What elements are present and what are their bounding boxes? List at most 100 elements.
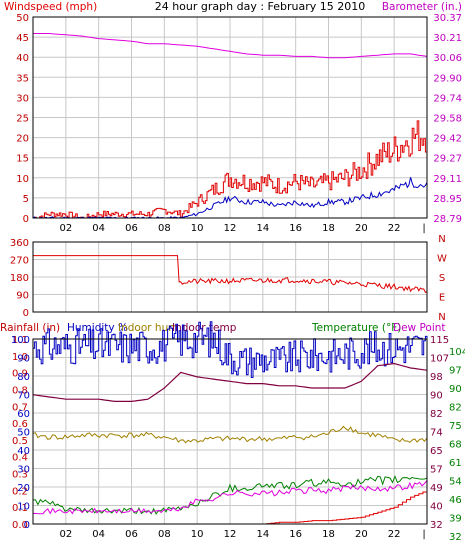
x-tick-label: 10: [191, 223, 204, 234]
y-tick-label: 1.1: [12, 335, 28, 346]
y-tick-label: 29.74: [433, 93, 462, 104]
y-tick-label: N: [438, 312, 445, 323]
y-tick-label: 360: [10, 238, 29, 249]
windspeed-label: Windspeed (mph): [4, 1, 97, 13]
x-tick-label: 06: [125, 529, 138, 540]
y-tick-label: 270: [10, 256, 29, 267]
x-tick-label: 18: [322, 223, 335, 234]
rainfall-label: Rainfall (in): [0, 322, 60, 334]
y-tick-label: 10: [16, 174, 29, 185]
y-tick-label: 0.2: [12, 486, 28, 497]
y-tick-label: 180: [10, 273, 29, 284]
indoor-temperature-line: [32, 362, 428, 402]
indoor-humidity-line: [32, 425, 428, 444]
panel1-x-axis: 02 04 06 08 10 12 14 16 18 20 22 |: [59, 223, 425, 234]
x-tick-label: |: [422, 223, 425, 234]
indoor-temp-label: Indoor temp: [172, 322, 237, 334]
y-tick-label: 25: [16, 114, 29, 125]
y-tick-label: 0.6: [12, 419, 28, 430]
y-tick-label: 39: [449, 514, 462, 525]
y-tick-label: 29.58: [433, 114, 462, 125]
y-tick-label: 29.27: [433, 154, 462, 165]
y-tick-label: N: [438, 234, 445, 245]
y-tick-label: 57: [430, 465, 443, 476]
y-tick-label: 61: [449, 458, 462, 469]
barometer-label: Barometer (in.): [382, 1, 462, 13]
y-tick-label: 0: [23, 214, 29, 225]
y-tick-label: 90: [16, 291, 29, 302]
y-tick-label: 70: [17, 391, 30, 402]
panel2-grid: [33, 242, 427, 312]
x-tick-label: 12: [224, 529, 237, 540]
y-tick-label: 32: [430, 520, 443, 531]
panel3-right-green-axis: 104 97 90 82 75 68 61 54 46 39 32: [449, 347, 465, 543]
y-tick-label: 20: [16, 134, 29, 145]
y-tick-label: 104: [449, 347, 465, 358]
y-tick-label: 20: [17, 483, 30, 494]
panel2-left-axis: 360 270 180 90 0: [10, 238, 29, 319]
y-tick-label: 0.7: [12, 402, 28, 413]
x-tick-label: 02: [59, 223, 72, 234]
y-tick-label: 40: [430, 502, 443, 513]
y-tick-label: 30: [16, 93, 29, 104]
y-tick-label: 30.21: [433, 33, 462, 44]
y-tick-label: 28.95: [433, 194, 462, 205]
y-tick-label: 29.11: [433, 174, 462, 185]
y-tick-label: 1.0: [12, 352, 28, 363]
y-tick-label: 40: [16, 53, 29, 64]
y-tick-label: 29.90: [433, 73, 462, 84]
y-tick-label: E: [439, 293, 445, 304]
dew-point-line: [32, 480, 428, 515]
y-tick-label: 30.06: [433, 53, 462, 64]
y-tick-label: 35: [16, 73, 29, 84]
x-tick-label: 14: [256, 223, 269, 234]
y-tick-label: 50: [17, 428, 30, 439]
y-tick-label: 107: [430, 354, 449, 365]
x-tick-label: 12: [224, 223, 237, 234]
x-tick-label: |: [422, 529, 425, 540]
y-tick-label: 32: [449, 532, 462, 543]
panel3-right-maroon-axis: 115 107 98 90 82 74 65 57 49 40 32: [430, 335, 449, 531]
y-tick-label: 65: [430, 446, 443, 457]
panel3-series: [32, 321, 428, 525]
y-tick-label: S: [439, 273, 445, 284]
y-tick-label: 74: [430, 428, 443, 439]
panel2-series: [33, 255, 428, 294]
x-tick-label: 20: [355, 223, 368, 234]
x-tick-label: 04: [92, 223, 105, 234]
y-tick-label: 15: [16, 154, 29, 165]
y-tick-label: 60: [17, 409, 30, 420]
y-tick-label: 0: [23, 308, 29, 319]
chart-title: 24 hour graph day : February 15 2010: [155, 0, 366, 13]
wind-average-line: [32, 177, 428, 219]
x-tick-label: 08: [158, 223, 171, 234]
x-tick-label: 04: [92, 529, 105, 540]
x-tick-label: 16: [289, 223, 302, 234]
y-tick-label: W: [437, 254, 447, 265]
wind-direction-line: [33, 255, 428, 294]
dew-point-label: Dew Point: [393, 322, 446, 334]
y-tick-label: 115: [430, 335, 449, 346]
y-tick-label: 29.42: [433, 134, 462, 145]
wind-gust-line: [33, 120, 428, 219]
y-tick-label: 90: [449, 384, 462, 395]
y-tick-label: 0.5: [12, 436, 28, 447]
x-tick-label: 08: [158, 529, 171, 540]
y-tick-label: 46: [449, 495, 462, 506]
panel3-frame: [32, 338, 428, 525]
x-tick-label: 22: [388, 529, 401, 540]
x-tick-label: 02: [59, 529, 72, 540]
y-tick-label: 0: [24, 520, 30, 531]
y-tick-label: 75: [449, 421, 462, 432]
y-tick-label: 0.4: [12, 453, 28, 464]
x-tick-label: 06: [125, 223, 138, 234]
y-tick-label: 82: [430, 409, 443, 420]
panel1-series: [32, 33, 428, 219]
y-tick-label: 97: [449, 366, 462, 377]
x-tick-label: 14: [256, 529, 269, 540]
y-tick-label: 80: [17, 372, 30, 383]
panel3-grid: [33, 339, 427, 524]
